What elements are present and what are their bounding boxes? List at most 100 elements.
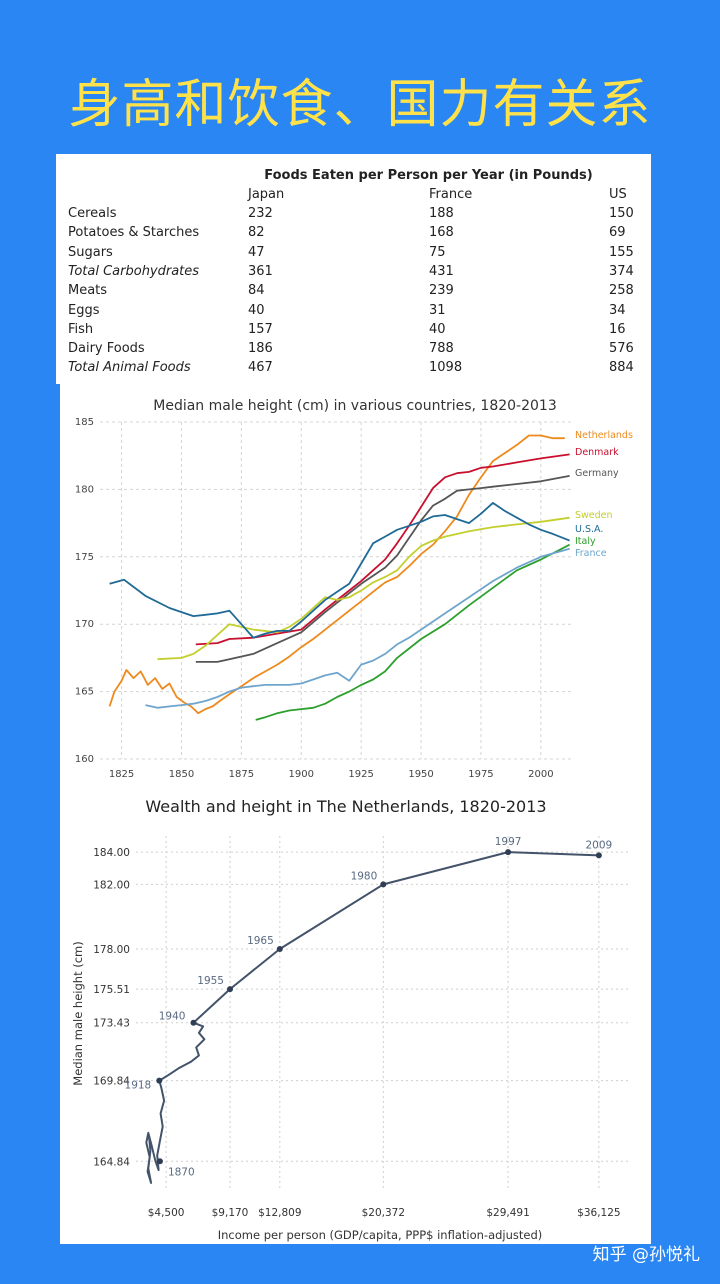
table-row-label: Meats bbox=[68, 283, 108, 299]
table-row-label: Potatoes & Starches bbox=[68, 225, 200, 241]
point-year-label: 1997 bbox=[495, 836, 522, 848]
y-tick-label: 164.84 bbox=[93, 1156, 130, 1168]
series-line-italy bbox=[255, 543, 571, 721]
series-line-germany bbox=[195, 475, 570, 663]
table-cell: 75 bbox=[429, 244, 446, 260]
y-tick-label: 173.43 bbox=[93, 1018, 130, 1030]
data-point bbox=[190, 1019, 197, 1026]
data-point bbox=[595, 852, 602, 859]
series-line-france bbox=[145, 547, 570, 709]
point-year-label: 2009 bbox=[586, 839, 613, 851]
table-row-label: Total Animal Foods bbox=[68, 360, 191, 376]
table-cell: 1098 bbox=[429, 360, 463, 376]
table-cell: 374 bbox=[609, 263, 634, 279]
data-point bbox=[156, 1158, 163, 1165]
table-cell: 361 bbox=[248, 263, 273, 279]
table-cell: 40 bbox=[429, 321, 446, 337]
table-cell: 16 bbox=[609, 321, 626, 337]
watermark-text: 知乎 @孙悦礼 bbox=[592, 1245, 700, 1265]
table-row-label: Sugars bbox=[68, 244, 113, 260]
table-cell: 232 bbox=[248, 206, 273, 221]
x-tick-label: 1825 bbox=[109, 769, 134, 780]
point-year-label: 1940 bbox=[159, 1011, 186, 1023]
y-tick-label: 170 bbox=[75, 619, 94, 630]
x-tick-label: 2000 bbox=[528, 769, 553, 780]
chart-title: Wealth and height in The Netherlands, 18… bbox=[145, 797, 546, 816]
table-cell: 82 bbox=[248, 225, 265, 241]
y-tick-label: 185 bbox=[75, 417, 94, 428]
x-tick-label: $9,170 bbox=[212, 1207, 249, 1219]
table-cell: 168 bbox=[429, 225, 454, 241]
table-cell: 884 bbox=[609, 360, 634, 376]
table-cell: 239 bbox=[429, 283, 454, 299]
table-cell: 467 bbox=[248, 360, 273, 376]
table-row-label: Total Carbohydrates bbox=[68, 263, 200, 279]
table-column-header: Japan bbox=[248, 187, 285, 202]
x-tick-label: 1850 bbox=[169, 769, 194, 780]
legend-label: Denmark bbox=[575, 447, 619, 458]
table-cell: 34 bbox=[609, 302, 626, 318]
height-chart-panel: Median male height (cm) in various count… bbox=[60, 384, 651, 796]
point-year-label: 1980 bbox=[351, 870, 378, 882]
table-row-label: Dairy Foods bbox=[68, 341, 145, 357]
legend-label: U.S.A. bbox=[575, 524, 603, 535]
y-tick-label: 175 bbox=[75, 552, 94, 563]
table-row-label: Fish bbox=[68, 321, 94, 337]
x-tick-label: 1900 bbox=[289, 769, 314, 780]
table-cell: 186 bbox=[248, 341, 273, 357]
table-column-header: US bbox=[609, 187, 627, 202]
legend-label: Italy bbox=[575, 536, 596, 547]
legend-label: Netherlands bbox=[575, 430, 633, 441]
chart-title: Median male height (cm) in various count… bbox=[153, 398, 557, 414]
series-line-netherlands bbox=[108, 434, 565, 715]
data-point bbox=[380, 881, 387, 888]
y-tick-label: 178.00 bbox=[93, 944, 130, 956]
x-tick-label: $4,500 bbox=[148, 1207, 185, 1219]
x-tick-label: 1950 bbox=[408, 769, 433, 780]
data-point bbox=[227, 986, 234, 993]
table-cell: 188 bbox=[429, 206, 454, 221]
wealth-height-line bbox=[145, 851, 599, 1184]
y-tick-label: 165 bbox=[75, 687, 94, 698]
y-tick-label: 169.84 bbox=[93, 1076, 130, 1088]
point-year-label: 1870 bbox=[168, 1166, 195, 1178]
series-line-denmark bbox=[195, 453, 570, 646]
point-year-label: 1918 bbox=[125, 1080, 152, 1092]
table-cell: 576 bbox=[609, 341, 634, 357]
data-point bbox=[505, 849, 512, 856]
table-column-header: France bbox=[429, 187, 473, 202]
x-tick-label: $12,809 bbox=[258, 1207, 301, 1219]
x-tick-label: $36,125 bbox=[577, 1207, 620, 1219]
x-tick-label: 1975 bbox=[468, 769, 493, 780]
x-tick-label: 1925 bbox=[348, 769, 373, 780]
table-cell: 431 bbox=[429, 263, 454, 279]
y-tick-label: 182.00 bbox=[93, 879, 130, 891]
x-tick-label: 1875 bbox=[229, 769, 254, 780]
table-cell: 69 bbox=[609, 225, 626, 241]
data-point bbox=[156, 1077, 163, 1084]
table-cell: 155 bbox=[609, 244, 634, 260]
y-tick-label: 184.00 bbox=[93, 847, 130, 859]
table-cell: 150 bbox=[609, 206, 634, 221]
legend-label: France bbox=[575, 548, 607, 559]
page-title: 身高和饮食、国力有关系 bbox=[68, 75, 652, 135]
data-point bbox=[276, 945, 283, 952]
legend-label: Sweden bbox=[575, 510, 613, 521]
table-cell: 47 bbox=[248, 244, 265, 260]
point-year-label: 1965 bbox=[247, 935, 274, 947]
x-axis-label: Income per person (GDP/capita, PPP$ infl… bbox=[218, 1228, 543, 1242]
wealth-chart-panel: Wealth and height in The Netherlands, 18… bbox=[60, 796, 651, 1244]
x-tick-label: $29,491 bbox=[486, 1207, 529, 1219]
y-tick-label: 180 bbox=[75, 484, 94, 495]
series-line-usa bbox=[109, 502, 570, 639]
table-cell: 157 bbox=[248, 321, 273, 337]
point-year-label: 1955 bbox=[197, 975, 224, 987]
y-tick-label: 160 bbox=[75, 754, 94, 765]
y-tick-label: 175.51 bbox=[93, 984, 130, 996]
table-caption: Foods Eaten per Person per Year (in Poun… bbox=[264, 168, 593, 183]
table-cell: 31 bbox=[429, 302, 446, 318]
x-tick-label: $20,372 bbox=[362, 1207, 405, 1219]
table-cell: 40 bbox=[248, 302, 265, 318]
legend-label: Germany bbox=[575, 468, 619, 479]
wealth-height-chart: Wealth and height in The Netherlands, 18… bbox=[71, 797, 630, 1242]
